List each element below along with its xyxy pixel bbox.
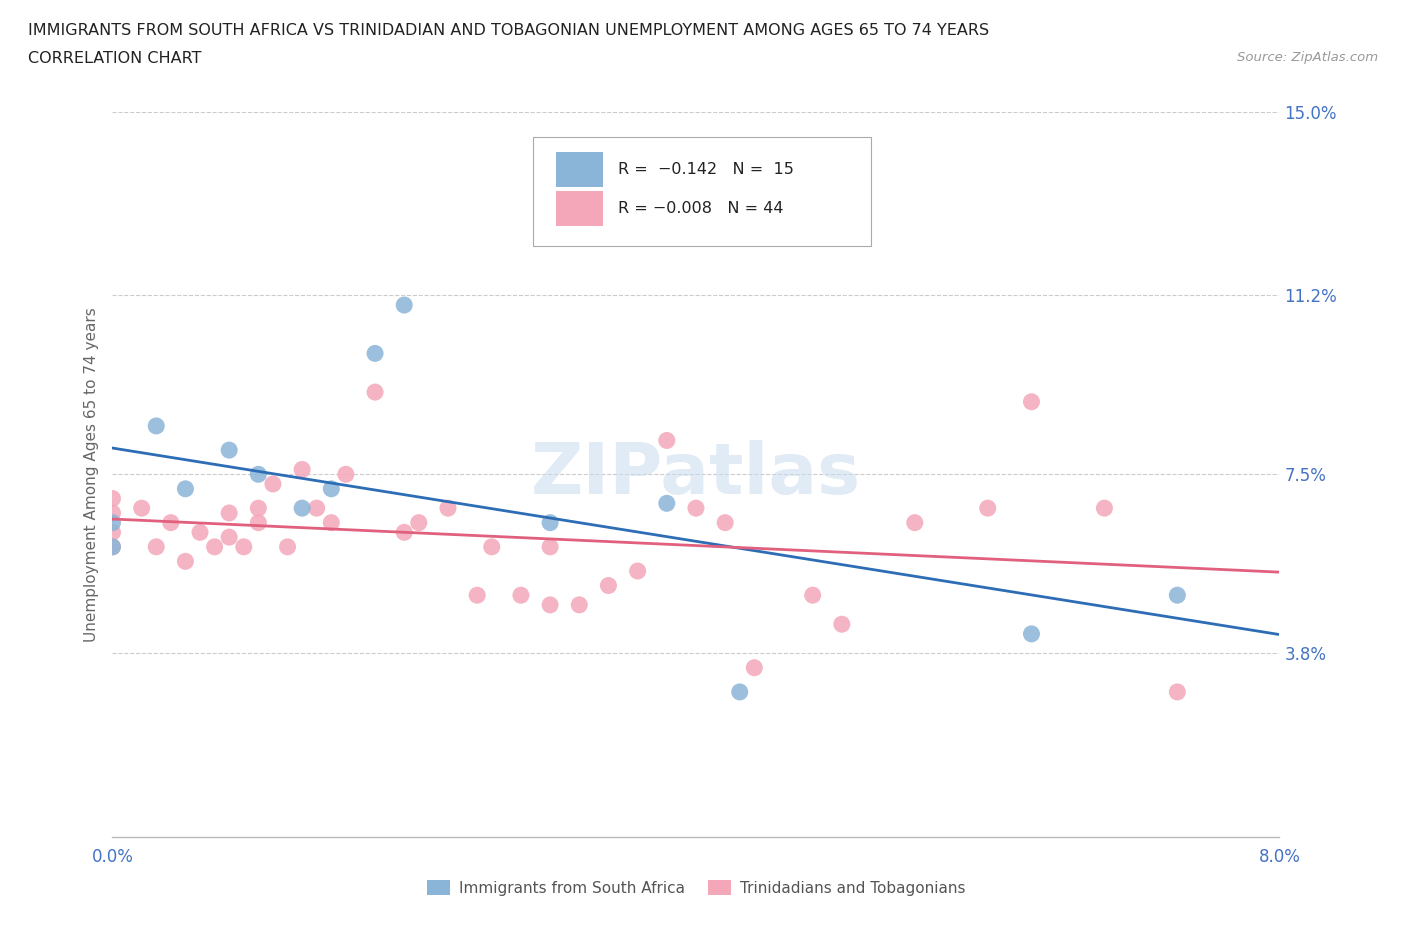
Point bbox=[728, 684, 751, 699]
Point bbox=[1166, 684, 1188, 699]
Point bbox=[188, 525, 211, 539]
Point bbox=[801, 588, 824, 603]
Point bbox=[394, 525, 416, 539]
FancyBboxPatch shape bbox=[555, 192, 603, 226]
Point bbox=[218, 443, 240, 458]
Point bbox=[568, 597, 591, 612]
Point bbox=[204, 539, 226, 554]
Point bbox=[1021, 394, 1043, 409]
Point bbox=[364, 385, 387, 400]
Point bbox=[247, 467, 270, 482]
Point bbox=[538, 597, 561, 612]
Text: R = −0.008   N = 44: R = −0.008 N = 44 bbox=[617, 201, 783, 217]
Point bbox=[742, 660, 765, 675]
Point bbox=[218, 530, 240, 545]
Y-axis label: Unemployment Among Ages 65 to 74 years: Unemployment Among Ages 65 to 74 years bbox=[83, 307, 98, 642]
Point bbox=[481, 539, 503, 554]
Point bbox=[655, 496, 678, 511]
FancyBboxPatch shape bbox=[533, 137, 872, 246]
Point bbox=[538, 515, 561, 530]
Point bbox=[437, 500, 460, 515]
Point bbox=[145, 418, 167, 433]
Point bbox=[291, 462, 314, 477]
Point bbox=[321, 482, 343, 497]
Point bbox=[276, 539, 298, 554]
Legend: Immigrants from South Africa, Trinidadians and Tobagonians: Immigrants from South Africa, Trinidadia… bbox=[420, 873, 972, 902]
Text: Source: ZipAtlas.com: Source: ZipAtlas.com bbox=[1237, 51, 1378, 64]
Point bbox=[394, 298, 416, 312]
Point bbox=[364, 346, 387, 361]
Point bbox=[335, 467, 357, 482]
Text: CORRELATION CHART: CORRELATION CHART bbox=[28, 51, 201, 66]
Point bbox=[218, 506, 240, 521]
Point bbox=[685, 500, 707, 515]
Point bbox=[232, 539, 254, 554]
Point bbox=[131, 500, 153, 515]
Point bbox=[655, 433, 678, 448]
Point bbox=[247, 500, 270, 515]
Point bbox=[262, 476, 284, 491]
Point bbox=[408, 515, 430, 530]
Point bbox=[101, 491, 124, 506]
Point bbox=[174, 554, 197, 569]
Point bbox=[904, 515, 927, 530]
Point bbox=[831, 617, 853, 631]
Point bbox=[101, 539, 124, 554]
Point bbox=[509, 588, 531, 603]
Point bbox=[598, 578, 620, 593]
Point bbox=[247, 515, 270, 530]
Point bbox=[101, 515, 124, 530]
Point bbox=[174, 482, 197, 497]
Point bbox=[101, 525, 124, 539]
Point bbox=[160, 515, 183, 530]
Point bbox=[305, 500, 328, 515]
Point bbox=[101, 506, 124, 521]
Point bbox=[1166, 588, 1188, 603]
Point bbox=[627, 564, 650, 578]
Point bbox=[465, 588, 488, 603]
Point bbox=[101, 539, 124, 554]
Text: ZIPatlas: ZIPatlas bbox=[531, 440, 860, 509]
Point bbox=[976, 500, 998, 515]
Point bbox=[291, 500, 314, 515]
Point bbox=[321, 515, 343, 530]
Point bbox=[1094, 500, 1116, 515]
Text: IMMIGRANTS FROM SOUTH AFRICA VS TRINIDADIAN AND TOBAGONIAN UNEMPLOYMENT AMONG AG: IMMIGRANTS FROM SOUTH AFRICA VS TRINIDAD… bbox=[28, 23, 990, 38]
Point bbox=[538, 539, 561, 554]
Point bbox=[1021, 627, 1043, 642]
Text: R =  −0.142   N =  15: R = −0.142 N = 15 bbox=[617, 162, 793, 177]
FancyBboxPatch shape bbox=[555, 153, 603, 187]
Point bbox=[714, 515, 737, 530]
Point bbox=[145, 539, 167, 554]
